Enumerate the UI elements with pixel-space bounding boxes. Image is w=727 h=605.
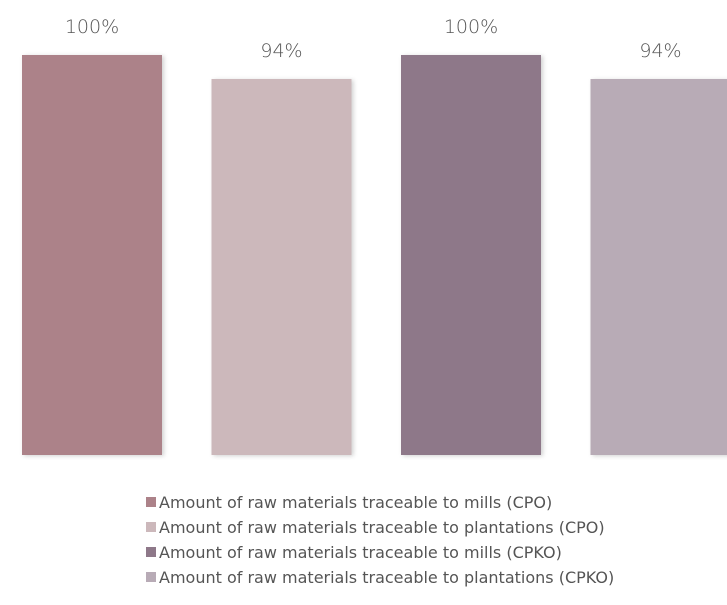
bar — [211, 79, 352, 455]
legend-swatch — [146, 497, 156, 507]
chart-legend: Amount of raw materials traceable to mil… — [146, 490, 706, 590]
legend-swatch — [146, 547, 156, 557]
legend-swatch — [146, 522, 156, 532]
legend-label: Amount of raw materials traceable to mil… — [159, 542, 562, 562]
legend-label: Amount of raw materials traceable to pla… — [159, 567, 615, 587]
legend-label: Amount of raw materials traceable to pla… — [159, 517, 605, 537]
bar — [22, 55, 162, 455]
legend-item: Amount of raw materials traceable to pla… — [146, 515, 706, 539]
data-label: 100% — [444, 16, 498, 38]
data-label: 94% — [260, 40, 302, 62]
legend-item: Amount of raw materials traceable to mil… — [146, 490, 706, 514]
legend-label: Amount of raw materials traceable to mil… — [159, 492, 553, 512]
data-label: 100% — [65, 16, 119, 38]
bar-chart: 100% 94% 100% 94% — [22, 16, 727, 455]
bar — [590, 79, 727, 455]
data-label: 94% — [639, 40, 681, 62]
legend-swatch — [146, 572, 156, 582]
legend-item: Amount of raw materials traceable to pla… — [146, 565, 706, 589]
bar — [401, 55, 541, 455]
legend-item: Amount of raw materials traceable to mil… — [146, 540, 706, 564]
